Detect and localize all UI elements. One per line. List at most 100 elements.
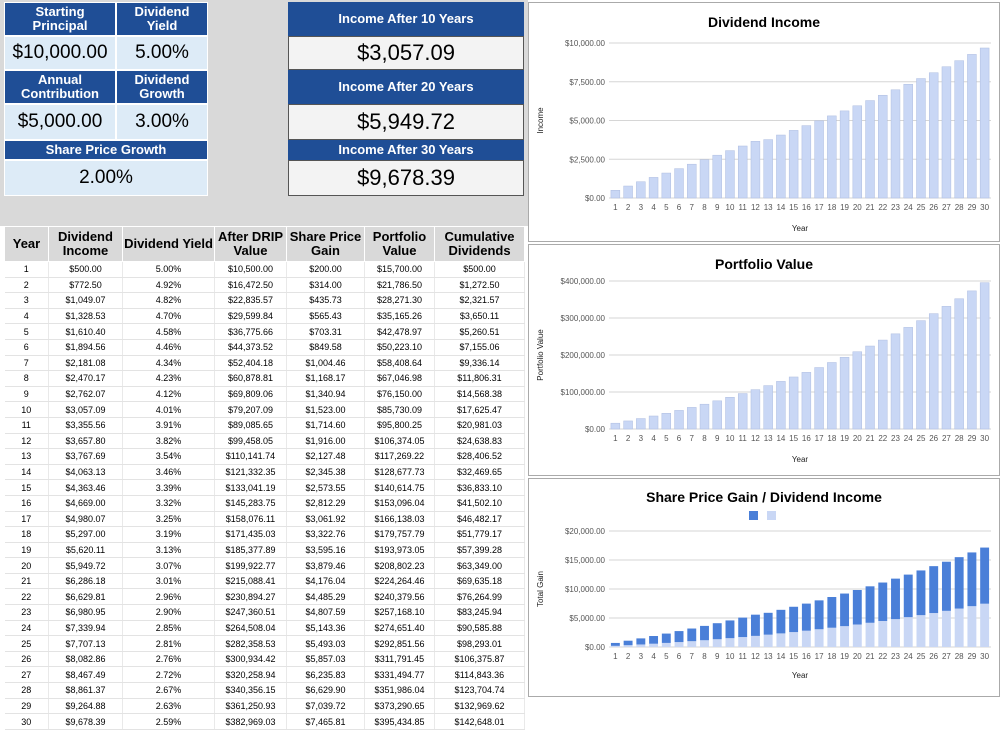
table-cell[interactable]: $565.43 [286, 308, 365, 325]
table-cell[interactable]: 3.54% [122, 448, 215, 465]
table-cell[interactable]: $7,155.06 [434, 339, 525, 356]
table-cell[interactable]: $311,791.45 [364, 651, 435, 668]
table-cell[interactable]: $6,286.18 [48, 573, 123, 590]
table-cell[interactable]: $1,894.56 [48, 339, 123, 356]
bar-segment[interactable] [852, 624, 862, 647]
table-cell[interactable]: $11,806.31 [434, 370, 525, 387]
table-cell[interactable]: $6,235.83 [286, 666, 365, 684]
table-cell[interactable]: $5,297.00 [48, 526, 123, 543]
table-cell[interactable]: 4.58% [122, 323, 215, 340]
table-cell[interactable]: 4 [4, 308, 49, 325]
table-cell[interactable]: $69,809.06 [214, 386, 287, 403]
table-cell[interactable]: $7,339.94 [48, 620, 123, 637]
table-cell[interactable]: $110,141.74 [214, 448, 287, 465]
table-cell[interactable]: $79,207.09 [214, 401, 287, 418]
table-cell[interactable]: $4,807.59 [286, 604, 365, 621]
annual-contribution-input[interactable]: $5,000.00 [4, 104, 116, 140]
bar-segment[interactable] [776, 609, 786, 634]
table-cell[interactable]: $331,494.77 [364, 666, 435, 684]
table-cell[interactable]: $2,470.17 [48, 370, 123, 387]
table-cell[interactable]: $29,599.84 [214, 308, 287, 325]
share-price-growth-input[interactable]: 2.00% [4, 160, 208, 196]
bar-segment[interactable] [878, 620, 888, 647]
table-cell[interactable]: $247,360.51 [214, 604, 287, 621]
table-cell[interactable]: $41,502.10 [434, 495, 525, 512]
table-cell[interactable]: $5,260.51 [434, 323, 525, 340]
table-cell[interactable]: $121,332.35 [214, 464, 287, 481]
bar[interactable] [954, 60, 964, 199]
table-cell[interactable]: 3.13% [122, 542, 215, 559]
table-cell[interactable]: $3,057.09 [48, 401, 123, 418]
table-cell[interactable]: $3,061.92 [286, 511, 365, 528]
table-cell[interactable]: 4.46% [122, 339, 215, 356]
table-cell[interactable]: $106,375.87 [434, 651, 525, 668]
table-cell[interactable]: $8,861.37 [48, 682, 123, 699]
bar-segment[interactable] [967, 606, 977, 647]
table-cell[interactable]: $90,585.88 [434, 620, 525, 637]
table-cell[interactable]: 2.85% [122, 620, 215, 637]
table-cell[interactable]: $153,096.04 [364, 495, 435, 512]
table-cell[interactable]: 3.01% [122, 573, 215, 590]
table-cell[interactable]: $4,063.13 [48, 464, 123, 481]
bar-segment[interactable] [636, 644, 646, 647]
bar-segment[interactable] [865, 586, 875, 623]
table-cell[interactable]: $703.31 [286, 323, 365, 340]
bar-segment[interactable] [865, 622, 875, 647]
bar-segment[interactable] [674, 631, 684, 643]
table-cell[interactable]: $282,358.53 [214, 635, 287, 652]
table-cell[interactable]: $85,730.09 [364, 401, 435, 418]
bar[interactable] [801, 125, 812, 199]
bar-segment[interactable] [814, 600, 824, 630]
table-cell[interactable]: $2,321.57 [434, 292, 525, 309]
table-cell[interactable]: 13 [4, 448, 49, 465]
table-cell[interactable]: 2.63% [122, 698, 215, 715]
bar-segment[interactable] [789, 632, 799, 647]
bar[interactable] [699, 159, 710, 199]
table-cell[interactable]: $179,757.79 [364, 526, 435, 543]
bar-segment[interactable] [623, 645, 633, 647]
table-cell[interactable]: $117,269.22 [364, 448, 435, 465]
table-cell[interactable]: 4.01% [122, 401, 215, 418]
table-cell[interactable]: 2.76% [122, 651, 215, 668]
table-cell[interactable]: 18 [4, 526, 49, 543]
table-cell[interactable]: $63,349.00 [434, 557, 525, 574]
table-cell[interactable]: $51,779.17 [434, 526, 525, 543]
bar[interactable] [776, 134, 786, 199]
table-cell[interactable]: $5,949.72 [48, 557, 123, 574]
bar-segment[interactable] [967, 552, 977, 607]
table-cell[interactable]: $8,082.86 [48, 651, 123, 668]
table-cell[interactable]: $292,851.56 [364, 635, 435, 652]
table-cell[interactable]: 12 [4, 433, 49, 450]
table-cell[interactable]: $208,802.23 [364, 557, 435, 574]
table-cell[interactable]: 10 [4, 401, 49, 418]
bar[interactable] [725, 150, 735, 199]
bar-segment[interactable] [941, 610, 951, 647]
share-price-gain-chart[interactable]: Share Price Gain / Dividend Income $0.00… [528, 478, 1000, 697]
bar-segment[interactable] [827, 627, 837, 647]
bar-segment[interactable] [610, 642, 620, 646]
table-cell[interactable]: 4.82% [122, 292, 215, 309]
table-cell[interactable]: 22 [4, 588, 49, 606]
bar[interactable] [687, 163, 697, 199]
bar[interactable] [941, 66, 952, 199]
dividend-growth-input[interactable]: 3.00% [116, 104, 208, 140]
bar-segment[interactable] [801, 603, 811, 631]
table-cell[interactable]: $1,328.53 [48, 308, 123, 325]
table-cell[interactable]: 20 [4, 557, 49, 574]
table-cell[interactable]: 2 [4, 277, 49, 294]
table-cell[interactable]: $7,465.81 [286, 713, 365, 730]
bar-segment[interactable] [763, 634, 773, 647]
table-cell[interactable]: $9,336.14 [434, 355, 525, 372]
bar-segment[interactable] [814, 629, 824, 647]
bar-segment[interactable] [649, 643, 659, 647]
bar[interactable] [916, 78, 926, 199]
table-cell[interactable]: $1,340.94 [286, 386, 365, 403]
table-cell[interactable]: $52,404.18 [214, 355, 287, 372]
bar[interactable] [839, 110, 850, 199]
bar-segment[interactable] [725, 620, 735, 639]
bar[interactable] [648, 415, 659, 430]
starting-principal-input[interactable]: $10,000.00 [4, 36, 116, 70]
table-cell[interactable]: $7,039.72 [286, 698, 365, 715]
table-cell[interactable]: 2.67% [122, 682, 215, 699]
bar[interactable] [827, 115, 837, 199]
